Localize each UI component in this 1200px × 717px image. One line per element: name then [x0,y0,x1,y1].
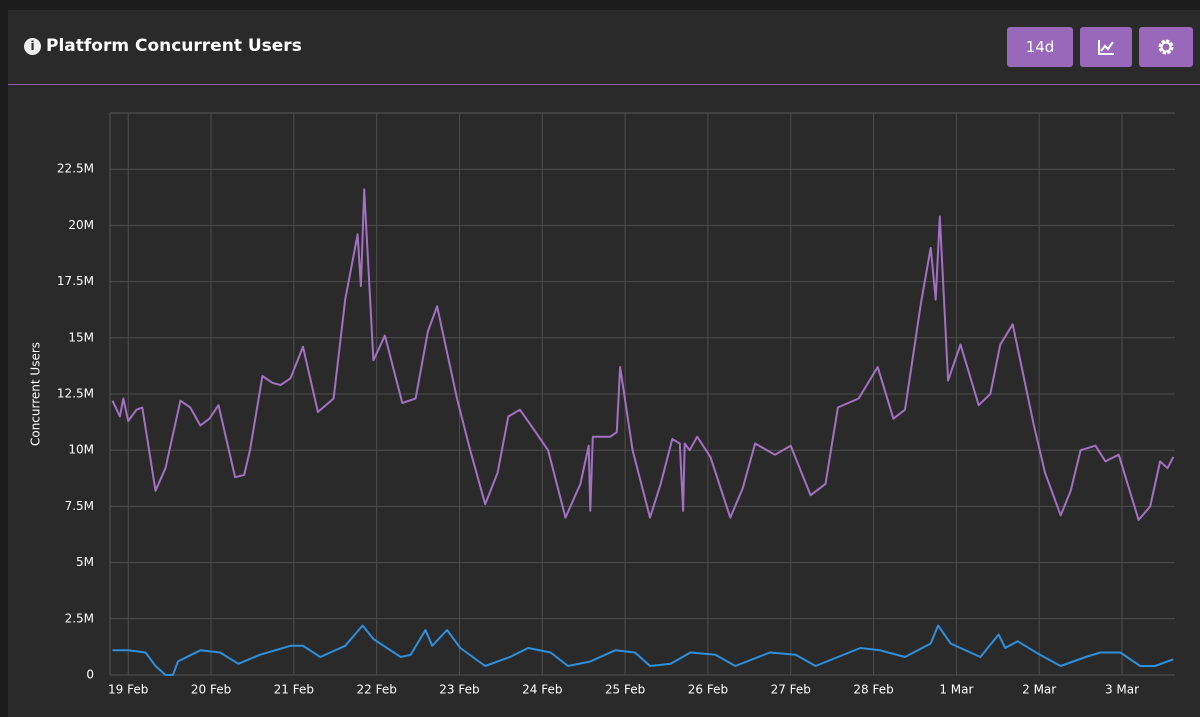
chart-type-button[interactable] [1080,27,1132,67]
panel: i Platform Concurrent Users 14d [8,10,1200,717]
x-tick-label: 20 Feb [191,683,231,697]
x-tick-label: 28 Feb [853,683,893,697]
y-tick-label: 22.5M [57,162,94,176]
y-tick-label: 5M [76,555,94,569]
chart-icon [1098,40,1114,55]
series-line [111,188,1175,521]
gear-icon [1158,39,1174,55]
y-tick-label: 10M [68,443,94,457]
y-tick-label: 2.5M [65,611,94,625]
series-line [112,624,1174,676]
settings-button[interactable] [1139,27,1193,67]
x-tick-label: 26 Feb [688,683,728,697]
range-button[interactable]: 14d [1007,27,1073,67]
x-tick-label: 25 Feb [605,683,645,697]
x-tick-label: 1 Mar [939,683,973,697]
y-tick-label: 20M [68,218,94,232]
y-tick-label: 15M [68,330,94,344]
y-tick-label: 0 [86,668,94,682]
x-tick-label: 3 Mar [1105,683,1139,697]
x-tick-label: 22 Feb [356,683,396,697]
chart-title: Platform Concurrent Users [46,36,302,56]
x-tick-label: 23 Feb [439,683,479,697]
header-divider [8,84,1200,85]
x-tick-label: 2 Mar [1022,683,1056,697]
x-tick-label: 27 Feb [771,683,811,697]
x-tick-label: 19 Feb [108,683,148,697]
y-axis-label: Concurrent Users [29,342,43,446]
y-tick-label: 7.5M [65,499,94,513]
y-tick-label: 12.5M [57,387,94,401]
info-icon[interactable]: i [24,38,41,55]
y-tick-label: 17.5M [57,274,94,288]
x-tick-label: 21 Feb [274,683,314,697]
x-tick-label: 24 Feb [522,683,562,697]
